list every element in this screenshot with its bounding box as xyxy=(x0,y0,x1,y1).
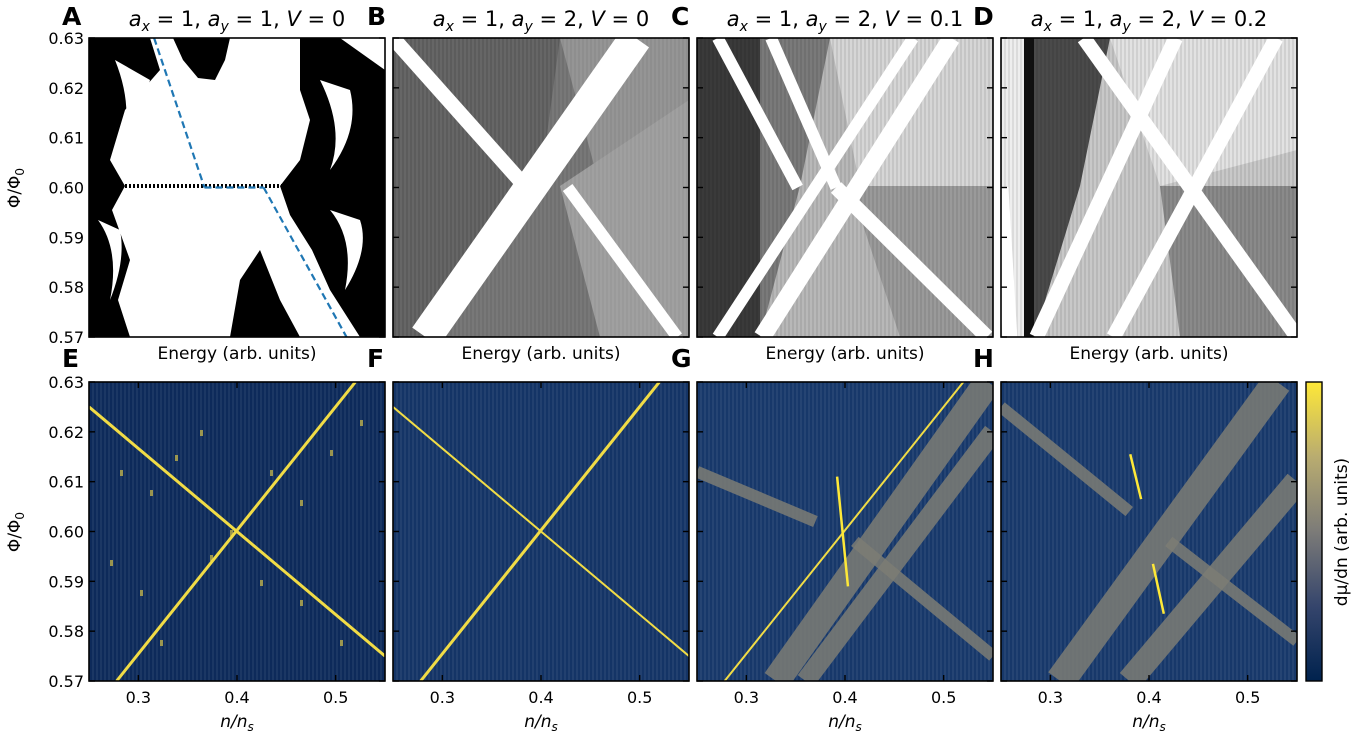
ylabel-bottom: Φ/Φ0 xyxy=(5,512,27,552)
ytick-label: 0.62 xyxy=(48,423,84,442)
dashed-guide-2 xyxy=(262,186,348,337)
gap-band-c-3 xyxy=(712,38,919,337)
ytick-label: 0.60 xyxy=(48,523,84,542)
ytick-label: 0.61 xyxy=(48,473,84,492)
panel-label-a: A xyxy=(62,2,82,31)
ytick-label: 0.57 xyxy=(48,328,84,347)
ytick-label: 0.63 xyxy=(48,29,84,48)
step-line-g-0 xyxy=(835,476,850,587)
panel-label-f: F xyxy=(367,344,384,373)
yellow-line-e-1 xyxy=(89,405,385,658)
ylabel-top: Φ/Φ0 xyxy=(5,168,27,208)
panel-e xyxy=(89,382,385,681)
xtick-label: 0.3 xyxy=(734,688,759,707)
panel-label-b: B xyxy=(367,2,386,31)
colorbar-label: dμ/dn (arb. units) xyxy=(1332,458,1352,606)
panel-b xyxy=(393,38,689,337)
xtick-label: 0.5 xyxy=(627,688,652,707)
panel-label-d: D xyxy=(973,2,994,31)
panel-a xyxy=(89,38,385,337)
yellow-line-f-1 xyxy=(393,406,689,657)
ytick-label: 0.62 xyxy=(48,79,84,98)
dashed-guide-0 xyxy=(153,38,206,188)
panel-c xyxy=(697,38,993,337)
ytick-label: 0.60 xyxy=(48,179,84,198)
gray-slab-h-2 xyxy=(1001,402,1134,517)
panel-g xyxy=(697,382,993,681)
gray-slab-g-1 xyxy=(797,425,993,681)
gray-slab-g-2 xyxy=(697,466,818,527)
gap-band-d-3 xyxy=(1029,38,1183,337)
ytick-label: 0.59 xyxy=(48,228,84,247)
panel-d xyxy=(1001,38,1297,337)
gray-slab-g-3 xyxy=(851,536,993,661)
gray-slab-h-0 xyxy=(1048,382,1290,681)
xtick-label: 0.4 xyxy=(1136,688,1161,707)
xtick-label: 0.3 xyxy=(1038,688,1063,707)
xlabel-b: Energy (arb. units) xyxy=(462,344,621,364)
panel-title-a: ax = 1, ay = 1, V = 0 xyxy=(129,7,345,35)
xlabel-c: Energy (arb. units) xyxy=(766,344,925,364)
panel-label-h: H xyxy=(973,344,994,373)
xtick-label: 0.5 xyxy=(931,688,956,707)
ytick-label: 0.57 xyxy=(48,672,84,691)
gray-slab-g-0 xyxy=(764,382,993,681)
xlabel-e: n/ns xyxy=(220,712,254,734)
band-gaps-a xyxy=(98,60,363,300)
gap-band-b-1 xyxy=(412,38,650,337)
gap-band-b-2 xyxy=(562,184,682,337)
gray-slab-h-3 xyxy=(1165,536,1297,646)
panel-label-g: G xyxy=(671,344,692,373)
gap-band-d-0 xyxy=(1001,187,1018,337)
gap-band-c-0 xyxy=(712,38,803,191)
axis-ticks: 0.57 0.58 0.59 0.60 0.61 0.62 0.63 0.57 0.58 0.59… xyxy=(48,29,1297,707)
xtick-label: 0.3 xyxy=(126,688,151,707)
scatter-dots-e xyxy=(110,420,363,646)
xlabel-a: Energy (arb. units) xyxy=(158,344,317,364)
xlabel-h: n/ns xyxy=(1132,712,1166,734)
step-line-h-0 xyxy=(1129,453,1143,500)
panel-title-b: ax = 1, ay = 2, V = 0 xyxy=(433,7,649,35)
xtick-label: 0.4 xyxy=(832,688,857,707)
panel-label-e: E xyxy=(62,344,79,373)
ytick-label: 0.58 xyxy=(48,622,84,641)
gap-band-c-4 xyxy=(754,38,960,337)
colorbar xyxy=(1305,381,1323,682)
gap-band-c-2 xyxy=(830,182,993,337)
xtick-label: 0.5 xyxy=(323,688,348,707)
panel-title-d: ax = 1, ay = 2, V = 0.2 xyxy=(1031,7,1267,35)
yellow-line-g-0 xyxy=(723,382,965,681)
xlabel-d: Energy (arb. units) xyxy=(1070,344,1229,364)
xtick-label: 0.4 xyxy=(224,688,249,707)
panel-f xyxy=(393,382,689,681)
ytick-label: 0.61 xyxy=(48,129,84,148)
ytick-label: 0.63 xyxy=(48,373,84,392)
gap-band-b-0 xyxy=(393,38,532,193)
ytick-label: 0.58 xyxy=(48,278,84,297)
ytick-label: 0.59 xyxy=(48,572,84,591)
gap-band-d-4 xyxy=(1106,38,1283,337)
panel-label-c: C xyxy=(671,2,689,31)
xlabel-f: n/ns xyxy=(524,712,558,734)
xtick-label: 0.5 xyxy=(1235,688,1260,707)
xtick-label: 0.3 xyxy=(430,688,455,707)
panel-h xyxy=(1001,382,1297,681)
gap-band-d-2 xyxy=(1184,183,1297,337)
xtick-label: 0.4 xyxy=(528,688,553,707)
hofstadter-bands-a xyxy=(89,38,385,337)
step-line-h-1 xyxy=(1151,563,1166,614)
xlabel-g: n/ns xyxy=(828,712,862,734)
panel-title-c: ax = 1, ay = 2, V = 0.1 xyxy=(727,7,963,35)
